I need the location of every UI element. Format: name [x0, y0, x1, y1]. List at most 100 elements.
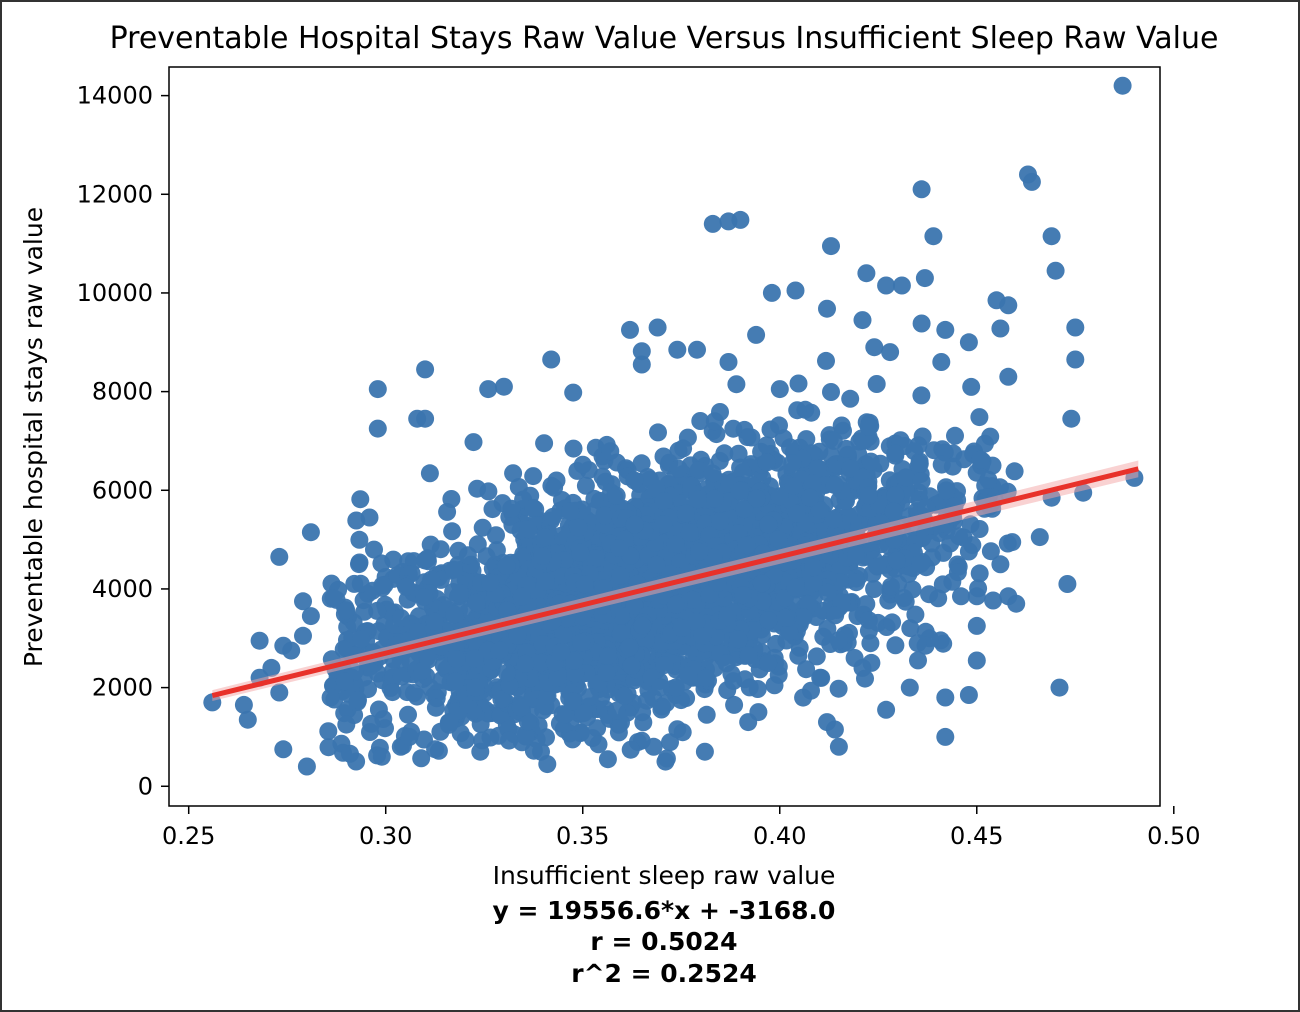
scatter-point [689, 490, 707, 509]
y-tick-label: 8000 [92, 378, 153, 406]
scatter-point [479, 380, 498, 399]
scatter-point [576, 476, 595, 495]
scatter-point [765, 676, 784, 695]
scatter-point [759, 611, 778, 630]
scatter-point [575, 575, 594, 594]
scatter-point [769, 530, 788, 549]
scatter-point [632, 454, 651, 473]
scatter-point [1050, 678, 1069, 697]
correlation-r: r = 0.5024 [590, 927, 737, 956]
scatter-point [1046, 261, 1065, 280]
scatter-point [847, 545, 865, 564]
scatter-point [911, 555, 930, 573]
scatter-point [757, 453, 776, 472]
scatter-point [425, 612, 444, 631]
scatter-point [729, 444, 748, 463]
scatter-point [975, 434, 994, 453]
scatter-point [780, 623, 799, 642]
scatter-point [319, 722, 338, 741]
scatter-point [607, 701, 626, 720]
scatter-point [542, 476, 561, 495]
scatter-point [859, 611, 878, 630]
scatter-point [861, 634, 880, 653]
scatter-point [416, 409, 435, 428]
scatter-point [807, 647, 826, 666]
scatter-point [883, 613, 902, 632]
scatter-point [739, 713, 758, 732]
scatter-point [971, 450, 990, 469]
scatter-point [886, 444, 905, 463]
scatter-point [368, 380, 387, 399]
scatter-point [321, 688, 340, 707]
scatter-point [404, 684, 423, 702]
x-axis-label: Insufficient sleep raw value [493, 861, 836, 890]
scatter-point [415, 588, 434, 606]
scatter-point [610, 539, 629, 557]
scatter-point [912, 180, 931, 199]
y-tick-label: 2000 [92, 674, 153, 702]
scatter-point [705, 412, 724, 431]
scatter-point [535, 434, 554, 453]
scatter-point [359, 680, 377, 699]
scatter-point [738, 428, 757, 447]
scatter-point [492, 690, 511, 709]
scatter-point [585, 489, 604, 508]
scatter-point [829, 679, 848, 698]
scatter-point [718, 681, 737, 700]
scatter-point [537, 728, 555, 747]
scatter-point [804, 574, 823, 593]
scatter-point [270, 683, 289, 702]
scatter-point [825, 720, 844, 739]
scatter-point [933, 575, 952, 594]
scatter-point [655, 656, 674, 675]
scatter-point [855, 431, 874, 450]
scatter-point [625, 471, 644, 490]
scatter-point [598, 750, 617, 769]
scatter-point [589, 735, 608, 754]
scatter-point [494, 377, 513, 396]
scatter-point [892, 276, 911, 295]
scatter-point [445, 605, 464, 624]
scatter-point [889, 574, 907, 593]
scatter-point [1066, 350, 1085, 369]
scatter-point [648, 318, 667, 337]
scatter-point [865, 338, 884, 357]
scatter-point [621, 740, 640, 759]
scatter-point [936, 688, 955, 707]
scatter-point [818, 583, 837, 602]
scatter-point [753, 592, 772, 611]
scatter-point [774, 429, 793, 448]
scatter-point [250, 631, 269, 650]
scatter-point [536, 528, 555, 547]
scatter-point [574, 704, 593, 723]
scatter-point [397, 577, 416, 596]
scatter-point [786, 281, 805, 300]
scatter-point [416, 360, 435, 379]
scatter-point [887, 551, 906, 570]
scatter-point [912, 314, 931, 333]
scatter-point [679, 666, 698, 685]
scatter-point [516, 654, 535, 673]
scatter-point [901, 619, 920, 638]
scatter-point [238, 710, 257, 729]
scatter-point [564, 383, 583, 402]
scatter-point [867, 375, 886, 393]
scatter-point [656, 752, 675, 771]
scatter-point [456, 730, 475, 749]
scatter-point [896, 468, 915, 487]
scatter-point [1030, 528, 1049, 547]
scatter-point [814, 627, 833, 646]
scatter-point [519, 520, 538, 539]
scatter-point [999, 296, 1018, 315]
scatter-point [676, 504, 695, 523]
scatter-point [355, 602, 374, 621]
scatter-point [776, 608, 795, 627]
scatter-point [392, 609, 410, 627]
scatter-point [419, 650, 438, 669]
scatter-point [234, 695, 253, 714]
scatter-point [429, 741, 448, 760]
scatter-point [1066, 318, 1085, 337]
scatter-point [607, 486, 626, 505]
scatter-point [932, 353, 951, 371]
scatter-point [920, 585, 939, 604]
